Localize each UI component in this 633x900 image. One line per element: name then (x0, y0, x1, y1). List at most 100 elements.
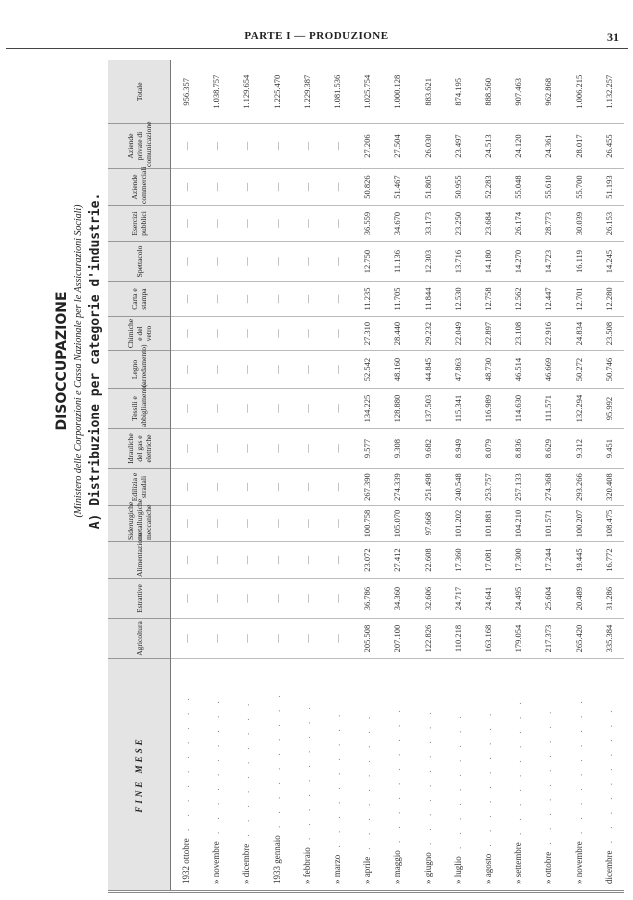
value-cell: 24.120 (503, 123, 534, 169)
value-cell: 108.475 (593, 505, 624, 542)
page-number: 31 (607, 30, 619, 44)
value-cell: 907.463 (503, 60, 534, 124)
value-cell: 1.229.387 (291, 60, 322, 124)
value-cell: 888.560 (472, 60, 504, 124)
month-label: » agosto (482, 853, 493, 884)
value-cell: — (170, 541, 202, 579)
value-cell: — (231, 205, 262, 242)
value-cell: — (321, 241, 353, 282)
value-cell: — (321, 281, 353, 317)
value-cell: 293.266 (563, 468, 594, 506)
column-header: Idrauliche del gas e elettriche (108, 428, 171, 469)
value-cell: — (231, 316, 262, 351)
dot-leader: . . . . . . . . . . (241, 698, 252, 844)
value-cell: — (261, 618, 292, 659)
value-cell: — (231, 428, 262, 469)
month-cell: » novembre . . . . . . . . . . (563, 658, 594, 892)
running-header-title: PARTE I — PRODUZIONE (244, 30, 389, 42)
month-cell: » ottobre . . . . . . . . . . (533, 658, 564, 892)
value-cell: — (231, 578, 262, 619)
value-cell: 1.225.470 (261, 60, 292, 124)
value-cell: 34.670 (382, 205, 413, 242)
value-cell: 9.577 (352, 428, 383, 469)
dot-leader: . . . . . . . . . . (422, 707, 433, 853)
table-row: » giugno . . . . . . . . . . 122.826 32.60… (412, 60, 443, 892)
value-cell: 97.668 (412, 505, 443, 542)
dot-leader: . . . . . . . . . . (271, 690, 282, 836)
value-cell: — (261, 168, 292, 206)
value-cell: 55.048 (503, 168, 534, 206)
value-cell: — (321, 123, 353, 169)
value-cell: — (261, 505, 292, 542)
value-cell: 32.606 (412, 578, 443, 619)
value-cell: 48.160 (382, 350, 413, 389)
column-header: Esercizi pubblici (108, 205, 171, 242)
value-cell: 24.834 (563, 316, 594, 351)
value-cell: 101.571 (533, 505, 564, 542)
value-cell: — (170, 578, 202, 619)
table-header-row: FINE MESE Agricoltura Estrattive Alimentaz… (108, 60, 171, 892)
value-cell: — (170, 468, 202, 506)
month-cell: 1933 gennaio . . . . . . . . . . (261, 658, 292, 892)
value-cell: 12.701 (563, 281, 594, 317)
value-cell: 101.202 (442, 505, 473, 542)
value-cell: 26.174 (503, 205, 534, 242)
value-cell: 23.497 (442, 123, 473, 169)
value-cell: 104.210 (503, 505, 534, 542)
value-cell: — (170, 123, 202, 169)
month-label: » giugno (422, 852, 433, 884)
value-cell: — (321, 350, 353, 389)
month-label: » novembre (211, 841, 222, 884)
value-cell: 28.440 (382, 316, 413, 351)
value-cell: 1.025.754 (352, 60, 383, 124)
value-cell: — (170, 350, 202, 389)
value-cell: — (201, 428, 232, 469)
month-label: dicembre (603, 850, 614, 884)
month-cell: » agosto . . . . . . . . . . (472, 658, 504, 892)
month-cell: dicembre . . . . . . . . . . (593, 658, 624, 892)
value-cell: 883.621 (412, 60, 443, 124)
month-label: » dicembre (241, 843, 252, 884)
value-cell: 14.245 (593, 241, 624, 282)
value-cell: 12.758 (472, 281, 504, 317)
dot-leader: . . . . . . . . . . (573, 696, 584, 842)
dot-leader: . . . . . . . . . . (332, 709, 343, 855)
value-cell: 29.232 (412, 316, 443, 351)
value-cell: 23.108 (503, 316, 534, 351)
value-cell: — (201, 468, 232, 506)
value-cell: 27.206 (352, 123, 383, 169)
value-cell: 1.132.257 (593, 60, 624, 124)
column-header: Tessili e abbigliamento (108, 384, 171, 429)
value-cell: — (321, 388, 353, 429)
value-cell: 50.746 (593, 350, 624, 389)
value-cell: 27.412 (382, 541, 413, 579)
value-cell: 128.880 (382, 388, 413, 429)
value-cell: — (231, 281, 262, 317)
value-cell: 114.630 (503, 388, 534, 429)
value-cell: 17.081 (472, 541, 504, 579)
value-cell: — (170, 428, 202, 469)
value-cell: 265.420 (563, 618, 594, 659)
value-cell: 14.270 (503, 241, 534, 282)
value-cell: 12.447 (533, 281, 564, 317)
value-cell: — (231, 350, 262, 389)
table-row: » settembre . . . . . . . . . . 179.054 24… (503, 60, 534, 892)
value-cell: 251.498 (412, 468, 443, 506)
value-cell: — (170, 505, 202, 542)
running-header: PARTE I — PRODUZIONE 31 (0, 30, 633, 44)
table-row: » dicembre . . . . . . . . . . — — — — — — — — — —… (231, 60, 262, 892)
table-row: » agosto . . . . . . . . . . 163.168 24.64… (472, 60, 504, 892)
value-cell: 100.207 (563, 505, 594, 542)
value-cell: — (261, 241, 292, 282)
value-cell: 27.504 (382, 123, 413, 169)
month-cell: » febbraio . . . . . . . . . . (291, 658, 322, 892)
column-header: Aziende private di comunicazione (108, 122, 171, 169)
column-header: Aziende commerciali (108, 167, 171, 206)
value-cell: — (231, 618, 262, 659)
value-cell: 274.368 (533, 468, 564, 506)
value-cell: — (261, 468, 292, 506)
value-cell: 12.750 (352, 241, 383, 282)
value-cell: 50.272 (563, 350, 594, 389)
month-cell: » giugno . . . . . . . . . . (412, 658, 443, 892)
value-cell: 217.373 (533, 618, 564, 659)
